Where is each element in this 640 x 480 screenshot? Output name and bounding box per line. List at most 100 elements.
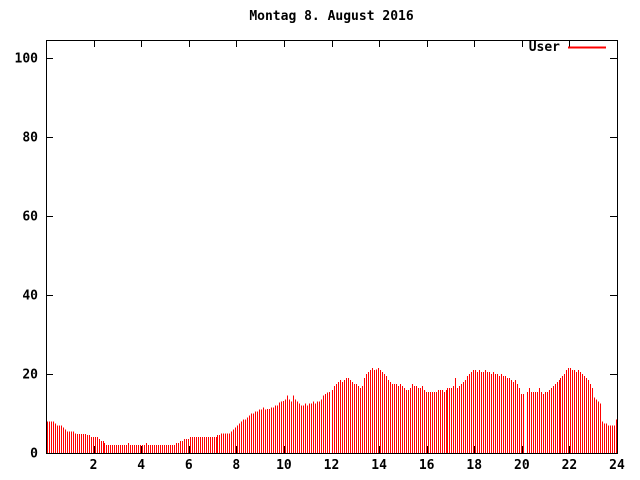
bar [297,401,298,453]
bar [305,403,306,453]
bar [418,387,419,453]
bar [461,383,462,453]
bar [338,381,339,453]
bar [231,431,232,453]
bar [229,433,230,453]
bar [148,445,149,453]
bar [553,385,554,453]
bar [531,391,532,453]
bar [277,405,278,453]
bar [487,372,488,453]
bar [265,409,266,453]
bar [49,421,50,453]
bar [529,387,530,453]
x-tick-label: 16 [419,458,435,473]
bar [509,377,510,453]
y-tick-label: 20 [22,368,38,383]
bar [497,374,498,453]
bar [257,411,258,453]
bar [217,435,218,453]
bar [164,445,165,453]
bar [138,445,139,453]
bar [459,385,460,453]
bar [110,445,111,453]
bar [406,389,407,453]
bar [354,383,355,453]
bar [321,399,322,453]
bar [85,434,86,453]
bar [446,389,447,453]
bar [457,387,458,453]
bar [99,439,100,453]
bar [551,387,552,453]
bar [491,374,492,453]
bar [166,445,167,453]
bar [192,437,193,453]
bar [560,377,561,453]
bar [535,391,536,453]
bar [261,409,262,453]
bar [475,370,476,453]
bar [362,385,363,453]
bar [55,423,56,453]
bar [91,437,92,453]
bar [158,445,159,453]
bar [126,445,127,453]
bar [146,443,147,453]
bar [247,417,248,453]
bar [172,445,173,453]
bar [346,377,347,453]
x-tick-label: 22 [562,458,578,473]
bar [327,392,328,453]
bar [614,425,615,453]
bar [334,385,335,453]
bar [152,445,153,453]
bar [430,391,431,453]
bar [71,431,72,453]
bar [245,419,246,453]
bar [132,445,133,453]
y-tick-label: 0 [30,447,38,462]
bar [485,370,486,453]
bar [545,391,546,453]
bar [398,385,399,453]
bar [63,427,64,453]
bar [89,435,90,453]
bar [400,383,401,453]
bar [467,375,468,453]
bar [606,423,607,453]
bar [576,372,577,453]
bar [392,383,393,453]
bar [422,385,423,453]
bar [596,399,597,453]
bar [182,441,183,453]
bar [598,401,599,453]
bar [600,403,601,453]
bar [388,379,389,453]
bar [562,375,563,453]
bar [140,445,141,453]
bar [106,445,107,453]
bar [108,445,109,453]
bar [394,383,395,453]
bar [61,425,62,453]
bar [616,419,617,453]
bar [356,383,357,453]
bar [479,370,480,453]
bar [580,372,581,453]
bar [77,434,78,453]
bar [582,374,583,453]
bar [303,405,304,453]
bar [160,445,161,453]
bar [517,383,518,453]
bar [568,368,569,453]
bar [424,389,425,453]
bar [570,368,571,453]
bar-series-user [47,368,617,453]
bar [95,437,96,453]
bar [325,393,326,453]
bar [73,431,74,453]
bar [281,401,282,453]
bar [336,383,337,453]
bar [206,437,207,453]
